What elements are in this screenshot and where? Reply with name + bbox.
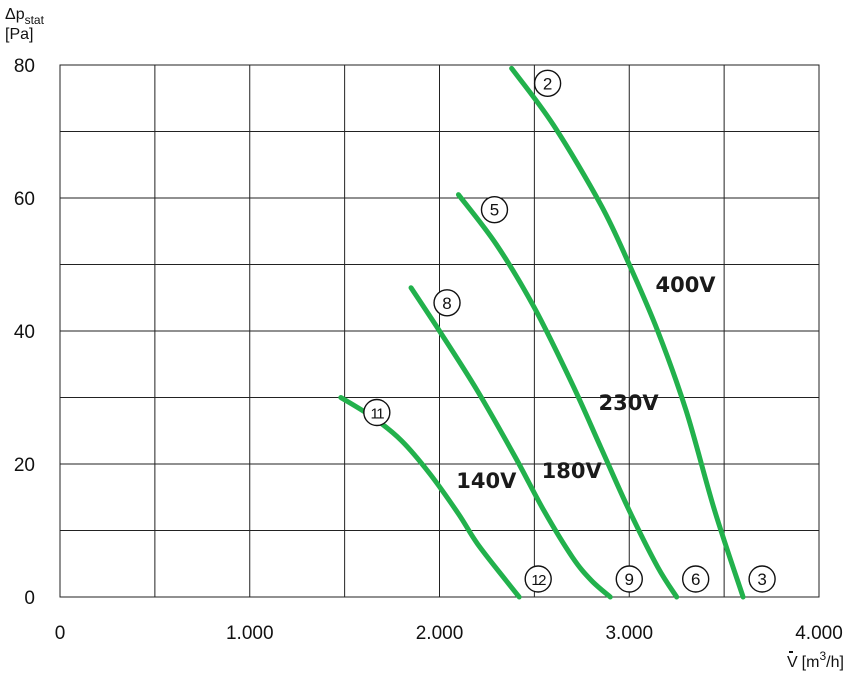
marker-circle bbox=[524, 565, 552, 593]
marker-number: 8 bbox=[442, 294, 451, 313]
marker-circle bbox=[433, 289, 461, 317]
y-tick-label: 20 bbox=[14, 455, 35, 476]
curve-140v bbox=[338, 395, 522, 600]
curve-label-140v: 140V bbox=[456, 469, 517, 493]
x-tick-label: 4.000 bbox=[795, 623, 843, 644]
end-marker-230v: 6 bbox=[681, 565, 710, 593]
end-marker-140v: 12 bbox=[524, 565, 552, 593]
marker-circle bbox=[533, 69, 562, 98]
curve-400v bbox=[509, 65, 746, 600]
marker-number: 3 bbox=[757, 570, 766, 589]
y-axis-unit: [Pa] bbox=[5, 26, 33, 43]
marker-number: 9 bbox=[625, 570, 634, 589]
marker-number: 5 bbox=[490, 201, 499, 220]
curve-markers: 2 3 5 6 8 9 11 12 bbox=[363, 69, 776, 593]
marker-circle bbox=[480, 195, 509, 224]
x-tick-label: 2.000 bbox=[416, 623, 464, 644]
start-marker-400v: 2 bbox=[533, 69, 562, 98]
tick-labels: 0 1.000 2.000 3.000 4.000 0 20 40 60 80 bbox=[14, 56, 843, 644]
y-tick-label: 60 bbox=[14, 189, 35, 210]
end-marker-180v: 9 bbox=[615, 565, 643, 593]
curves bbox=[338, 65, 746, 600]
curve-label-400v: 400V bbox=[655, 273, 716, 297]
marker-circle bbox=[748, 565, 776, 593]
start-marker-180v: 8 bbox=[433, 289, 461, 317]
curve-label-230v: 230V bbox=[599, 391, 660, 415]
marker-number: 12 bbox=[531, 572, 546, 589]
x-axis-title: V [m3/h] bbox=[787, 649, 844, 671]
marker-circle bbox=[681, 565, 710, 593]
curve-180v bbox=[408, 285, 613, 600]
curve-230v bbox=[455, 192, 680, 600]
y-tick-label: 0 bbox=[24, 588, 35, 609]
curve-label-180v: 180V bbox=[542, 459, 603, 483]
curve-labels: 400V 230V 180V 140V bbox=[456, 273, 716, 493]
marker-number: 2 bbox=[543, 74, 552, 93]
y-tick-label: 80 bbox=[14, 56, 35, 77]
marker-circle bbox=[363, 398, 391, 427]
start-marker-140v: 11 bbox=[363, 398, 391, 427]
x-tick-label: 1.000 bbox=[226, 623, 274, 644]
start-marker-230v: 5 bbox=[480, 195, 509, 224]
y-axis-title: Δpstat bbox=[5, 6, 45, 27]
marker-number: 11 bbox=[371, 406, 385, 423]
x-tick-label: 3.000 bbox=[605, 623, 653, 644]
end-marker-400v: 3 bbox=[748, 565, 776, 593]
x-tick-label: 0 bbox=[55, 623, 66, 644]
grid bbox=[59, 64, 820, 598]
marker-circle bbox=[615, 565, 643, 593]
marker-number: 6 bbox=[691, 570, 700, 589]
y-tick-label: 40 bbox=[14, 322, 35, 343]
